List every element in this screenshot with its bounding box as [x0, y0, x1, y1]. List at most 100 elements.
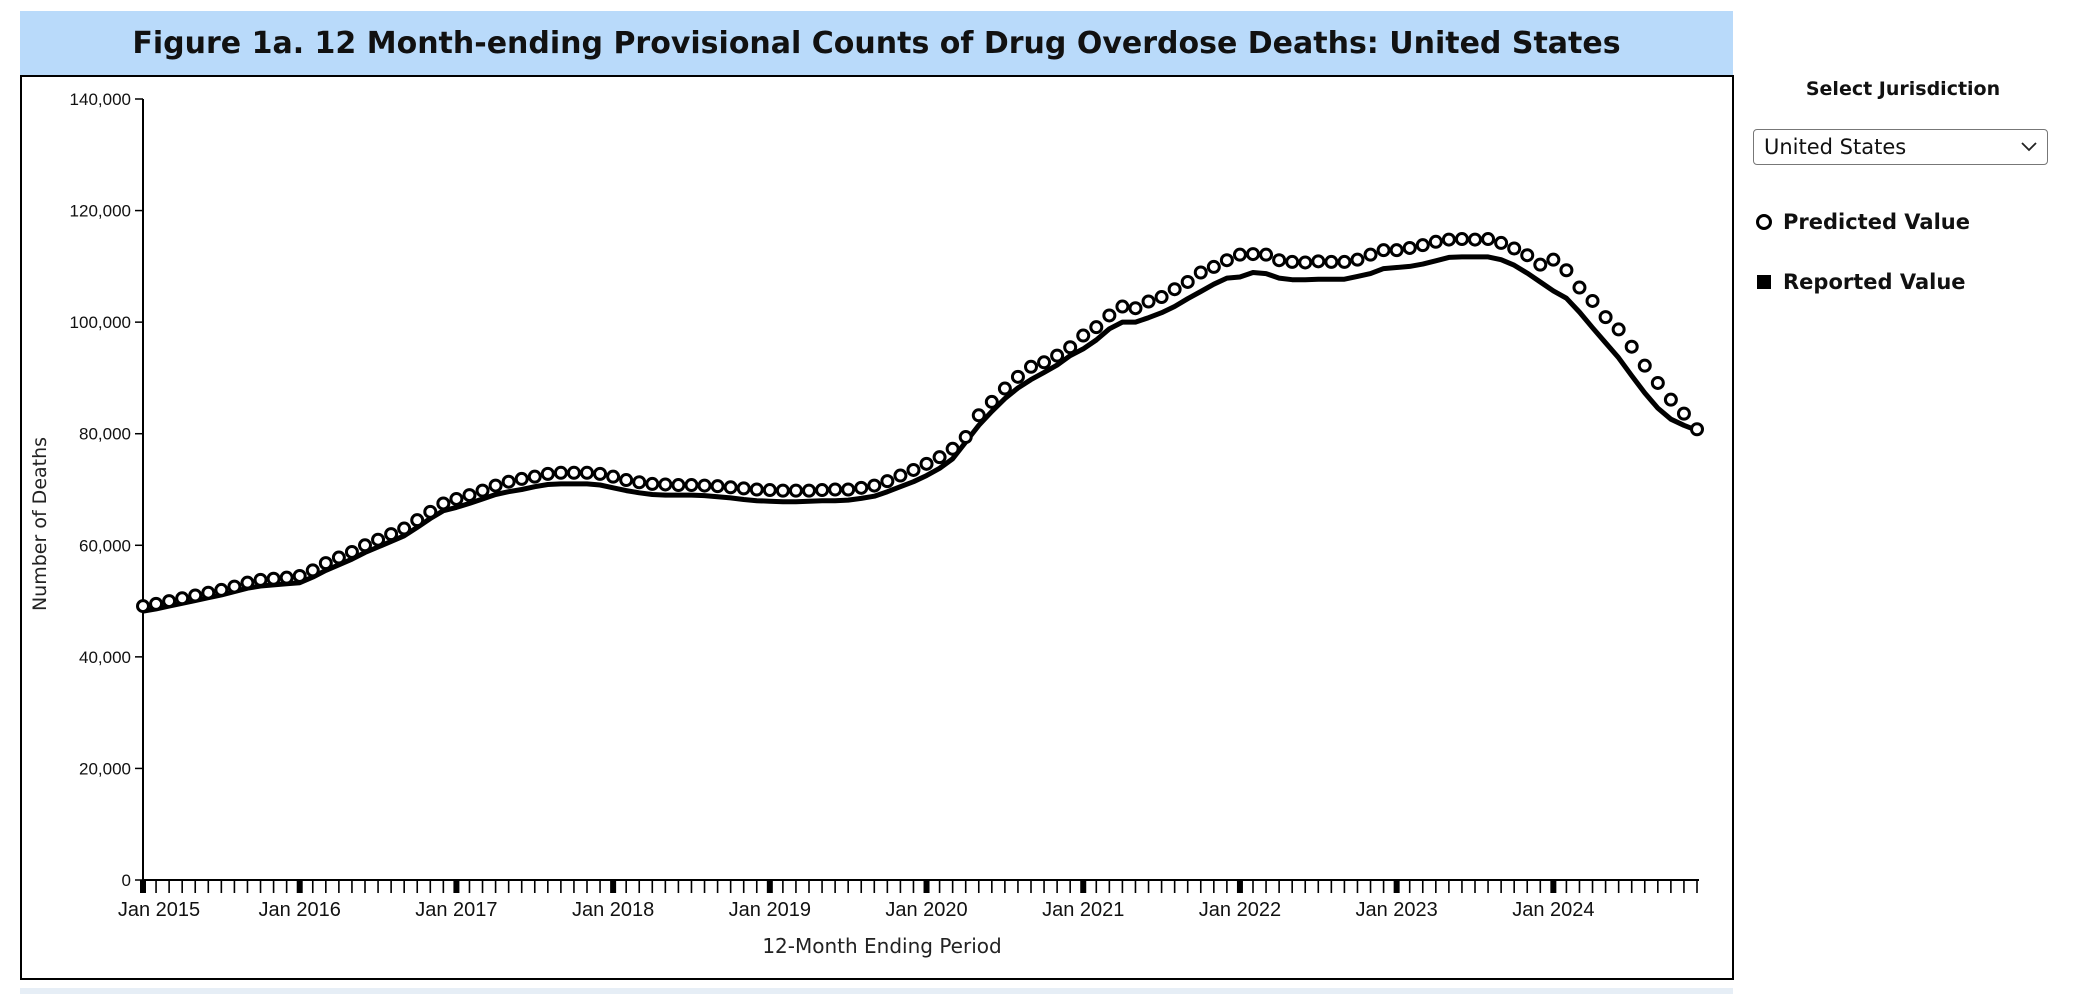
predicted-point [1494, 235, 1509, 250]
predicted-point [1324, 254, 1339, 269]
x-minor-tick [1500, 880, 1502, 893]
predicted-point [1219, 253, 1234, 268]
x-minor-tick [638, 880, 641, 893]
x-minor-tick [1213, 880, 1215, 893]
predicted-point [723, 480, 738, 495]
legend-label: Reported Value [1783, 270, 1966, 294]
predicted-point [1572, 280, 1587, 295]
x-minor-tick [821, 880, 823, 893]
y-tick-label: 80,000 [79, 425, 131, 444]
x-minor-tick [416, 880, 419, 893]
predicted-point [1402, 240, 1417, 255]
x-minor-tick [181, 880, 183, 893]
x-minor-tick [1108, 880, 1111, 893]
predicted-point [149, 596, 164, 611]
predicted-point [1167, 282, 1182, 297]
predicted-point [436, 496, 451, 511]
line-chart: 0 20,000 40,000 60,000 80,000 100,000 120,000 1… [29, 90, 1704, 958]
predicted-point [1154, 290, 1169, 305]
x-minor-tick [1043, 880, 1045, 893]
x-major-tick [1080, 880, 1087, 893]
x-minor-tick [664, 880, 667, 893]
y-tick-label: 0 [122, 871, 131, 890]
predicted-point [684, 478, 699, 493]
y-tick-label: 20,000 [79, 759, 131, 778]
x-minor-tick [1030, 880, 1032, 893]
predicted-point [606, 469, 621, 484]
predicted-point [1285, 254, 1300, 269]
x-minor-tick [390, 880, 392, 893]
x-minor-tick [991, 880, 993, 893]
x-minor-tick [403, 880, 405, 893]
x-minor-tick [1199, 880, 1202, 893]
predicted-point [1454, 232, 1469, 247]
x-minor-tick [259, 880, 262, 893]
predicted-point [1676, 406, 1691, 421]
predicted-point [423, 504, 438, 519]
chart-title-bar: Figure 1a. 12 Month-ending Provisional C… [20, 11, 1733, 75]
x-minor-tick [377, 880, 379, 893]
predicted-point [1663, 392, 1678, 407]
x-minor-tick [586, 880, 588, 893]
x-major-tick [1393, 880, 1400, 893]
x-minor-tick [1604, 880, 1607, 893]
predicted-point [1206, 259, 1221, 274]
x-minor-tick [873, 880, 876, 893]
y-tick-label: 140,000 [70, 90, 131, 109]
x-tick-label: Jan 2023 [1355, 899, 1437, 921]
predicted-point [1193, 265, 1208, 280]
x-minor-tick [1004, 880, 1006, 893]
x-minor-tick [442, 880, 445, 893]
predicted-point [292, 568, 307, 583]
x-minor-tick [533, 880, 536, 893]
x-minor-tick [912, 880, 915, 893]
x-minor-tick [977, 880, 980, 893]
filled-square-icon [1757, 275, 1771, 289]
predicted-point [1180, 274, 1195, 289]
x-minor-tick [573, 880, 575, 893]
x-tick-label: Jan 2022 [1199, 899, 1281, 921]
predicted-point [658, 477, 673, 492]
predicted-point [1376, 243, 1391, 258]
predicted-point [671, 478, 686, 493]
x-minor-tick [703, 880, 706, 893]
jurisdiction-select-value: United States [1764, 135, 1907, 159]
predicted-point [906, 462, 921, 477]
predicted-point [1428, 234, 1443, 249]
x-tick-label: Jan 2017 [415, 899, 497, 921]
x-minor-tick [1147, 880, 1150, 893]
x-minor-tick [847, 880, 849, 893]
x-minor-tick [795, 880, 797, 893]
x-minor-tick [168, 880, 170, 893]
predicted-point [462, 488, 477, 503]
predicted-point [1024, 359, 1038, 374]
y-tick-label: 120,000 [70, 202, 131, 221]
predicted-point [358, 538, 372, 553]
x-minor-tick [207, 880, 210, 893]
predicted-point [828, 482, 843, 497]
x-minor-tick [1526, 880, 1529, 893]
x-minor-tick [729, 880, 732, 893]
predicted-point [279, 570, 294, 585]
x-axis-label: 12-Month Ending Period [762, 934, 1001, 958]
x-minor-tick [311, 880, 314, 893]
x-minor-tick [1173, 880, 1176, 893]
predicted-point [1441, 232, 1456, 247]
predicted-point [488, 478, 503, 493]
x-minor-tick [285, 880, 288, 893]
predicted-point [1559, 263, 1574, 278]
x-minor-tick [1134, 880, 1137, 893]
x-minor-tick [246, 880, 249, 893]
predicted-point [175, 591, 190, 606]
predicted-point [1141, 294, 1156, 309]
jurisdiction-select[interactable]: United States [1753, 129, 2048, 165]
x-minor-tick [742, 880, 745, 893]
y-tick-label: 100,000 [70, 313, 131, 332]
predicted-point [1690, 422, 1704, 437]
x-minor-tick [1539, 880, 1542, 893]
x-minor-tick [325, 880, 327, 893]
predicted-point [1507, 241, 1522, 256]
x-minor-tick [1591, 880, 1594, 893]
x-minor-tick [1683, 880, 1685, 893]
x-minor-tick [494, 880, 497, 893]
